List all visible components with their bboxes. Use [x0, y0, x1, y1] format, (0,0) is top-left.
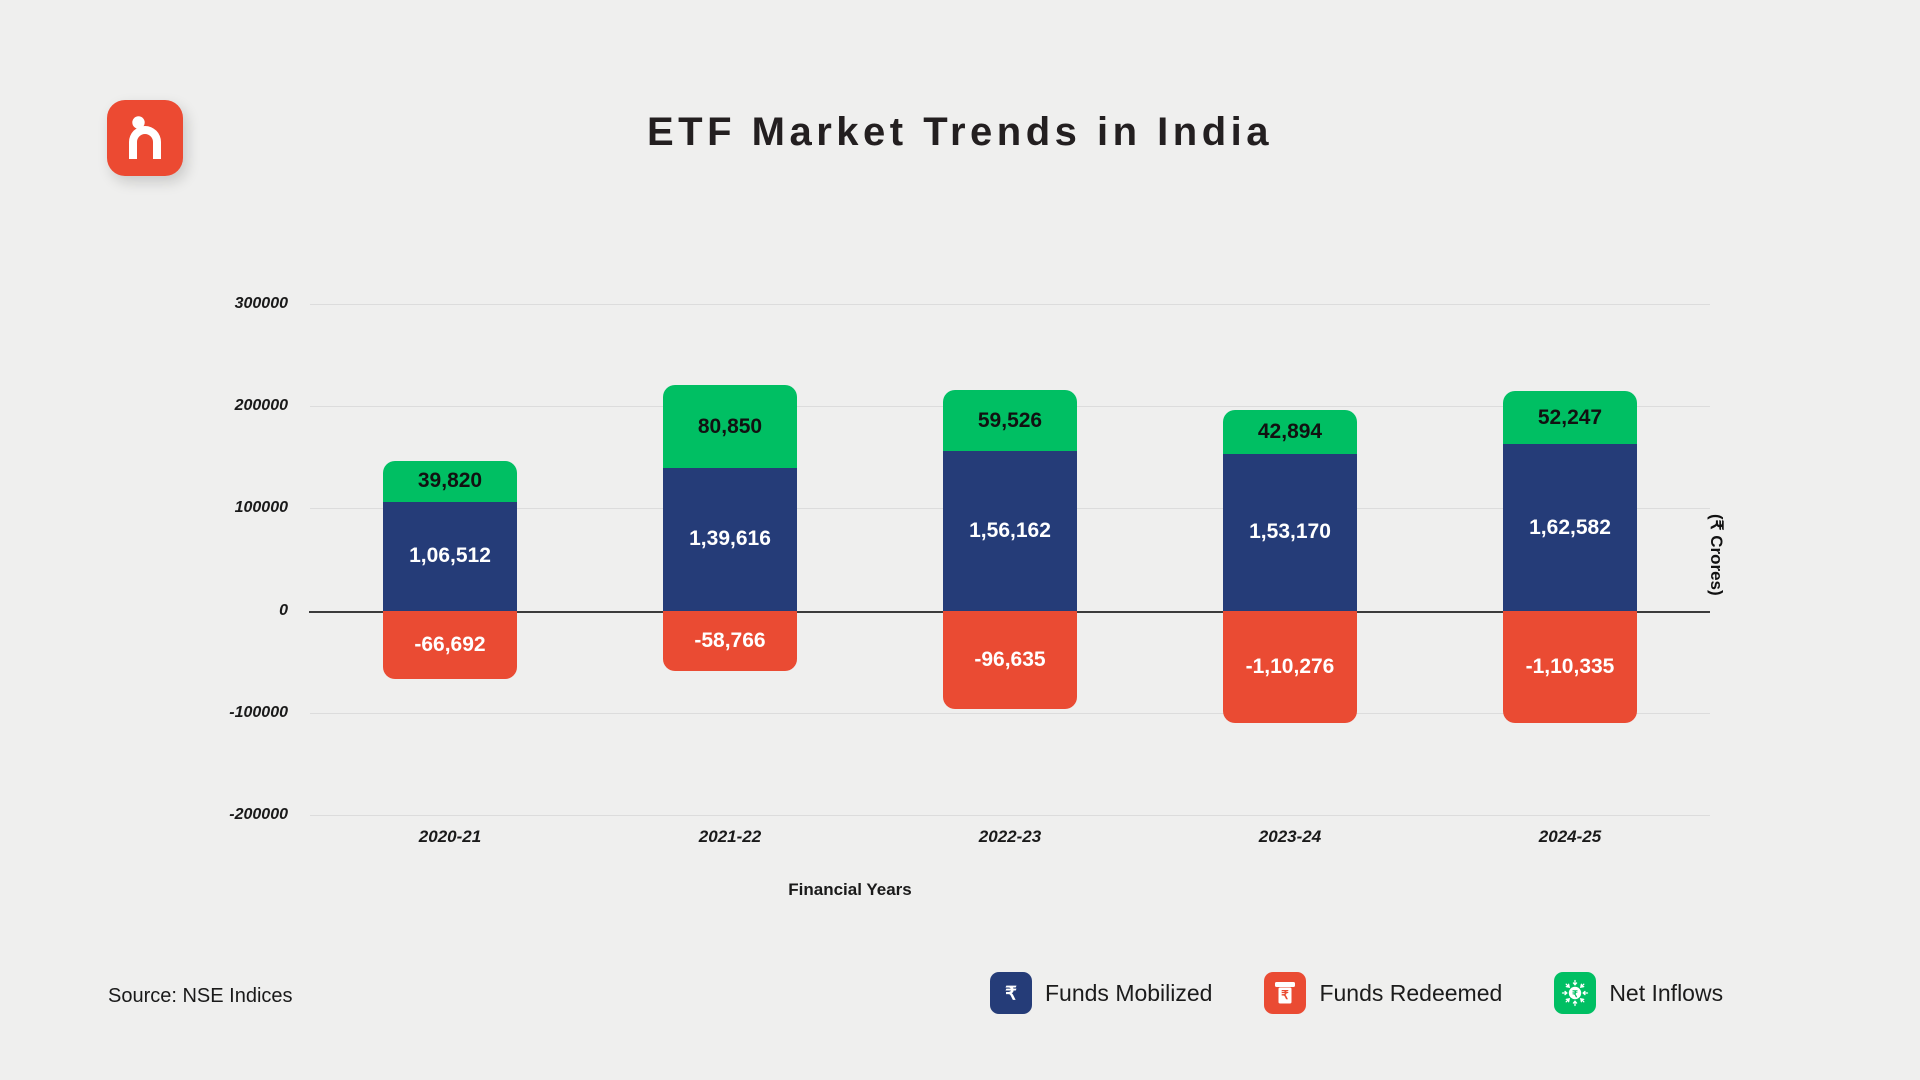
bar-segment-funds-redeemed[interactable]: -1,10,335: [1503, 610, 1637, 724]
bar-positive-stack[interactable]: 80,850 1,39,616: [663, 385, 797, 611]
etf-market-trends-chart: 300000 200000 100000 0 -100000 -200000 39,820 1…: [200, 290, 1710, 846]
gridline: [310, 815, 1710, 816]
bar-positive-stack[interactable]: 42,894 1,53,170: [1223, 410, 1357, 611]
bar-segment-net-inflows[interactable]: 39,820: [383, 461, 517, 502]
x-axis-tick-label: 2023-24: [1258, 827, 1322, 846]
page-title: ETF Market Trends in India: [647, 110, 1273, 154]
y-axis-tick-label: 300000: [234, 295, 288, 312]
svg-text:₹: ₹: [1572, 989, 1578, 999]
bar-segment-funds-mobilized[interactable]: 1,53,170: [1223, 454, 1357, 611]
bar-segment-funds-mobilized[interactable]: 1,62,582: [1503, 444, 1637, 611]
bar-segment-net-inflows[interactable]: 59,526: [943, 390, 1077, 451]
source-note: Source: NSE Indices: [108, 985, 293, 1007]
x-axis-label: Financial Years: [788, 880, 912, 899]
bar-group: 80,850 1,39,616 -58,766: [663, 304, 797, 815]
legend-item-funds-redeemed[interactable]: ₹ Funds Redeemed: [1264, 972, 1502, 1014]
bar-group: 39,820 1,06,512 -66,692: [383, 304, 517, 815]
bar-segment-funds-redeemed[interactable]: -1,10,276: [1223, 610, 1357, 724]
x-axis-tick-label: 2024-25: [1538, 827, 1602, 846]
legend-item-net-inflows[interactable]: ₹ Net Inflows: [1554, 972, 1723, 1014]
bar-segment-net-inflows[interactable]: 52,247: [1503, 391, 1637, 445]
bar-group: 42,894 1,53,170 -1,10,276: [1223, 304, 1357, 815]
bar-group: 52,247 1,62,582 -1,10,335: [1503, 304, 1637, 815]
bar-positive-stack[interactable]: 52,247 1,62,582: [1503, 391, 1637, 611]
bar-segment-funds-mobilized[interactable]: 1,56,162: [943, 450, 1077, 611]
chart-legend: ₹ Funds Mobilized ₹ Funds Redeemed ₹: [990, 972, 1723, 1014]
y-axis-tick-label: -100000: [229, 703, 288, 721]
legend-item-funds-mobilized[interactable]: ₹ Funds Mobilized: [990, 972, 1212, 1014]
bar-segment-funds-redeemed[interactable]: -66,692: [383, 610, 517, 679]
y-axis-tick-label: 200000: [234, 397, 288, 415]
gridline: [310, 712, 1710, 714]
svg-text:₹: ₹: [1005, 983, 1017, 1004]
x-axis-tick-label: 2020-21: [418, 827, 482, 846]
bar-segment-net-inflows[interactable]: 80,850: [663, 385, 797, 468]
plot-area: 300000 200000 100000 0 -100000 -200000 39,820 1…: [229, 295, 1710, 846]
y-axis-label: (₹ Crores): [1707, 514, 1726, 596]
bar-segment-net-inflows[interactable]: 42,894: [1223, 410, 1357, 455]
x-axis-tick-label: 2022-23: [978, 827, 1042, 846]
y-axis-tick-label: 0: [279, 601, 288, 619]
legend-label: Funds Redeemed: [1319, 979, 1503, 1006]
gridline: [310, 304, 1710, 305]
bar-segment-funds-redeemed[interactable]: -58,766: [663, 610, 797, 671]
atm-rupee-withdraw-icon: ₹: [1264, 972, 1307, 1014]
legend-label: Net Inflows: [1609, 979, 1724, 1006]
bar-segment-funds-mobilized[interactable]: 1,06,512: [383, 501, 517, 611]
bar-group: 59,526 1,56,162 -96,635: [943, 304, 1077, 815]
bar-segment-funds-redeemed[interactable]: -96,635: [943, 610, 1077, 710]
legend-label: Funds Mobilized: [1045, 979, 1213, 1006]
y-axis-tick-label: -200000: [229, 806, 288, 823]
bar-positive-stack[interactable]: 39,820 1,06,512: [383, 461, 517, 611]
nirmal-bang-n-logo-icon: [129, 116, 161, 159]
svg-text:₹: ₹: [1282, 988, 1290, 1002]
bar-positive-stack[interactable]: 59,526 1,56,162: [943, 390, 1077, 611]
brand-logo: [107, 100, 183, 176]
bar-segment-funds-mobilized[interactable]: 1,39,616: [663, 467, 797, 611]
rupee-note-icon: ₹: [990, 972, 1032, 1014]
x-axis-tick-label: 2021-22: [698, 827, 762, 846]
rupee-inflow-arrows-icon: ₹: [1554, 972, 1597, 1014]
y-axis-tick-label: 100000: [234, 499, 288, 517]
